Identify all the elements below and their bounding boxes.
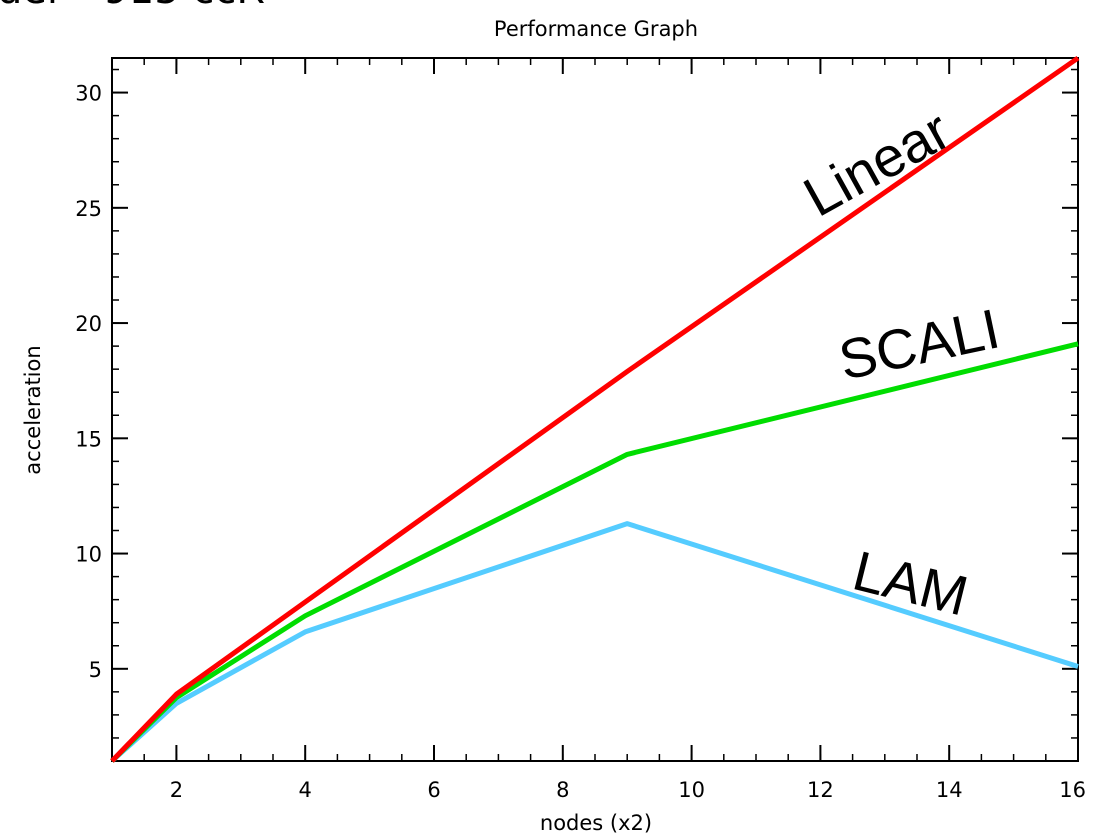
series-line-lam bbox=[110, 521, 1079, 763]
x-tick-label: 2 bbox=[170, 778, 183, 802]
x-tick-label: 10 bbox=[678, 778, 705, 802]
series-lines bbox=[110, 55, 1080, 763]
series-label-lam: LAM bbox=[847, 539, 974, 628]
y-tick-label: 25 bbox=[75, 197, 102, 221]
x-tick-label: 4 bbox=[299, 778, 312, 802]
y-tick-label: 10 bbox=[75, 543, 102, 567]
x-tick-label: 14 bbox=[936, 778, 963, 802]
series-line-linear bbox=[110, 55, 1080, 763]
series-line-scali bbox=[110, 341, 1079, 763]
series-label-scali: SCALI bbox=[833, 296, 1004, 391]
chart-title: Performance Graph bbox=[494, 17, 698, 41]
y-tick-labels: 5 10 15 20 25 30 bbox=[75, 82, 102, 682]
top-caption: der - 915 ссК bbox=[0, 0, 265, 10]
x-tick-labels: 2 4 6 8 10 12 14 16 bbox=[170, 778, 1086, 802]
series-label-linear: Linear bbox=[793, 98, 960, 229]
x-axis-title: nodes (x2) bbox=[540, 811, 652, 835]
y-tick-label: 30 bbox=[75, 82, 102, 106]
x-tick-label: 16 bbox=[1059, 778, 1086, 802]
x-tick-label: 8 bbox=[556, 778, 569, 802]
y-tick-label: 5 bbox=[89, 658, 102, 682]
x-tick-label: 6 bbox=[427, 778, 440, 802]
y-tick-label: 15 bbox=[75, 427, 102, 451]
y-axis-title: acceleration bbox=[21, 345, 45, 474]
x-tick-label: 12 bbox=[807, 778, 834, 802]
y-tick-label: 20 bbox=[75, 312, 102, 336]
